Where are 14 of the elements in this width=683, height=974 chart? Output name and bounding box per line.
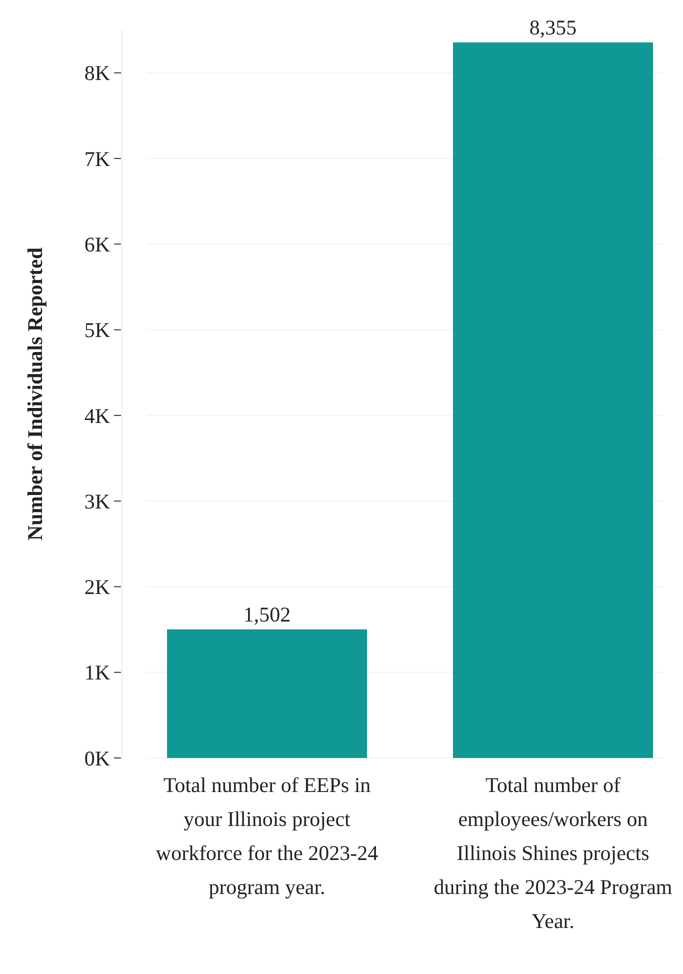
- data-label: 1,502: [243, 602, 291, 626]
- y-tick-label: 0K: [84, 746, 110, 770]
- y-tick-label: 5K: [84, 318, 110, 342]
- y-tick-label: 8K: [84, 61, 110, 86]
- y-tick-label: 1K: [84, 660, 110, 685]
- x-tick-label: Total number of EEPs in your Illinois project workforce for the 2023-24 program year.: [156, 773, 379, 899]
- y-axis-title: Number of Individuals Reported: [23, 247, 47, 541]
- y-tick-label: 6K: [84, 232, 110, 256]
- data-label: 8,355: [529, 15, 577, 40]
- y-tick-label: 7K: [84, 146, 110, 171]
- y-tick-label: 4K: [84, 404, 110, 428]
- x-tick-label: Total number of employees/workers on Illinois Shines projects during the 2023-24 Program Year.: [434, 773, 672, 933]
- y-tick-label: 2K: [84, 575, 110, 600]
- y-tick-label: 3K: [84, 489, 110, 514]
